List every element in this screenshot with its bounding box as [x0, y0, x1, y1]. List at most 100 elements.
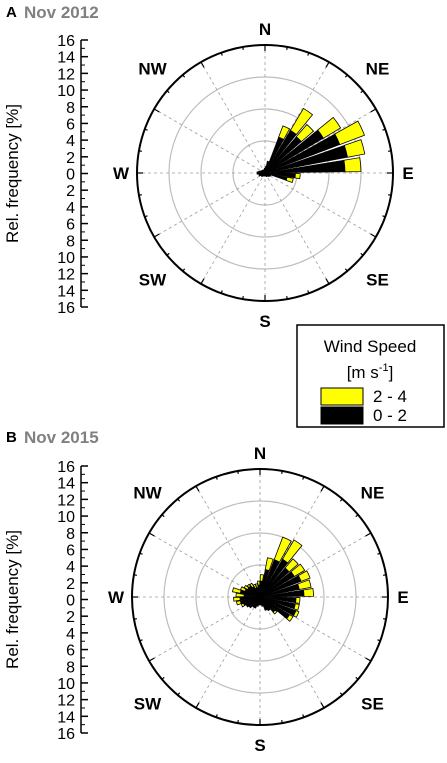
bar-2-4	[256, 580, 261, 586]
outer-tick	[320, 702, 325, 709]
outer-tick	[177, 692, 181, 696]
panel-b-bars	[232, 536, 315, 622]
legend: Wind Speed [m s-1] 2 - 4 0 - 2	[296, 324, 445, 428]
compass-label-s: S	[254, 736, 265, 755]
bar-2-4	[295, 123, 315, 143]
outer-tick	[182, 74, 186, 78]
bar-2-4	[297, 570, 311, 582]
radial-tick-label: 4	[66, 626, 75, 643]
radial-tick-label: 16	[57, 726, 75, 743]
bar-2-4	[259, 574, 265, 582]
outer-tick	[161, 514, 165, 518]
y-axis-title: Rel. frequency [%]	[3, 104, 22, 243]
outer-tick	[200, 61, 205, 68]
bar-0-2	[259, 596, 268, 611]
bar-2-4	[278, 125, 291, 141]
panel-b-compass: N NE E SE S SW W NW	[108, 444, 409, 755]
bar-2-4	[235, 592, 245, 598]
radial-tick-label: 2	[66, 183, 75, 200]
outer-tick	[242, 295, 244, 300]
bar-2-4	[273, 536, 292, 563]
outer-tick	[195, 702, 200, 709]
legend-unit-main: [m s	[347, 363, 379, 382]
outer-tick	[355, 514, 359, 518]
bar-2-4	[284, 558, 299, 573]
outer-tick	[138, 194, 143, 196]
panel-a-letter: A	[6, 4, 17, 21]
outer-tick	[320, 485, 325, 492]
radial-tick-label: 10	[57, 83, 75, 100]
bar-0-2	[245, 596, 261, 608]
outer-tick	[242, 46, 244, 51]
radial-tick-label: 4	[66, 559, 75, 576]
radial-tick-label: 2	[66, 150, 75, 167]
bar-0-2	[248, 596, 261, 609]
outer-tick	[344, 74, 348, 78]
bar-0-2	[259, 596, 264, 607]
bar-2-4	[240, 586, 247, 592]
outer-tick	[302, 714, 305, 718]
bar-2-4	[289, 107, 314, 136]
outer-tick	[286, 295, 288, 300]
outer-tick	[195, 485, 200, 492]
radial-tick-label: 6	[66, 542, 75, 559]
radial-tick-label: 6	[66, 643, 75, 660]
y-axis-title: Rel. frequency [%]	[3, 530, 22, 669]
bar-2-4	[292, 610, 300, 618]
radial-tick-label: 12	[57, 492, 75, 509]
bar-2-4	[302, 587, 315, 597]
radial-tick-label: 14	[57, 709, 75, 726]
bar-2-4	[233, 596, 241, 602]
outer-tick	[365, 657, 372, 662]
grid-circle	[200, 108, 330, 238]
outer-tick	[220, 290, 223, 294]
bar-2-4	[272, 609, 278, 615]
outer-tick	[325, 278, 330, 285]
outer-tick	[133, 618, 138, 620]
compass-label-ne: NE	[361, 484, 385, 503]
legend-label-2-4: 2 - 4	[373, 387, 407, 406]
outer-tick	[370, 108, 377, 113]
outer-tick	[153, 108, 160, 113]
panel-a-compass: N NE E SE S SW W NW	[113, 20, 414, 331]
compass-label-se: SE	[366, 270, 389, 289]
bar-2-4	[249, 582, 255, 589]
outer-tick	[138, 150, 143, 152]
bar-2-4	[334, 120, 365, 146]
bar-2-4	[297, 579, 312, 590]
panel-a-title: Nov 2012	[24, 3, 99, 22]
outer-tick	[344, 268, 348, 272]
radial-tick-label: 0	[66, 167, 75, 184]
bar-2-4	[235, 600, 242, 606]
outer-tick	[237, 470, 239, 475]
outer-tick	[177, 498, 181, 502]
outer-tick	[144, 215, 148, 218]
outer-tick	[161, 676, 165, 680]
outer-tick	[215, 714, 218, 718]
radial-tick-label: 16	[57, 300, 75, 317]
compass-label-sw: SW	[139, 270, 167, 289]
panel-b: B Nov 2015 1614121086420246810121416Rel.…	[3, 428, 409, 755]
bar-0-2	[259, 596, 271, 612]
bar-2-4	[295, 597, 301, 604]
outer-tick	[281, 719, 283, 724]
radial-tick-label: 14	[57, 476, 75, 493]
bar-2-4	[290, 563, 306, 578]
compass-label-nw: NW	[133, 484, 162, 503]
legend-swatch-0-2	[320, 406, 364, 425]
outer-tick	[286, 46, 288, 51]
outer-tick	[387, 194, 392, 196]
panel-b-title: Nov 2015	[24, 428, 99, 447]
radial-tick-label: 16	[57, 33, 75, 50]
radial-tick-label: 10	[57, 250, 75, 267]
radial-tick-label: 12	[57, 66, 75, 83]
outer-tick	[148, 532, 155, 537]
radial-tick-label: 12	[57, 693, 75, 710]
outer-tick	[382, 128, 386, 131]
compass-label-n: N	[254, 444, 266, 463]
outer-tick	[139, 552, 143, 555]
bar-2-4	[286, 614, 294, 622]
bar-2-4	[285, 176, 294, 183]
